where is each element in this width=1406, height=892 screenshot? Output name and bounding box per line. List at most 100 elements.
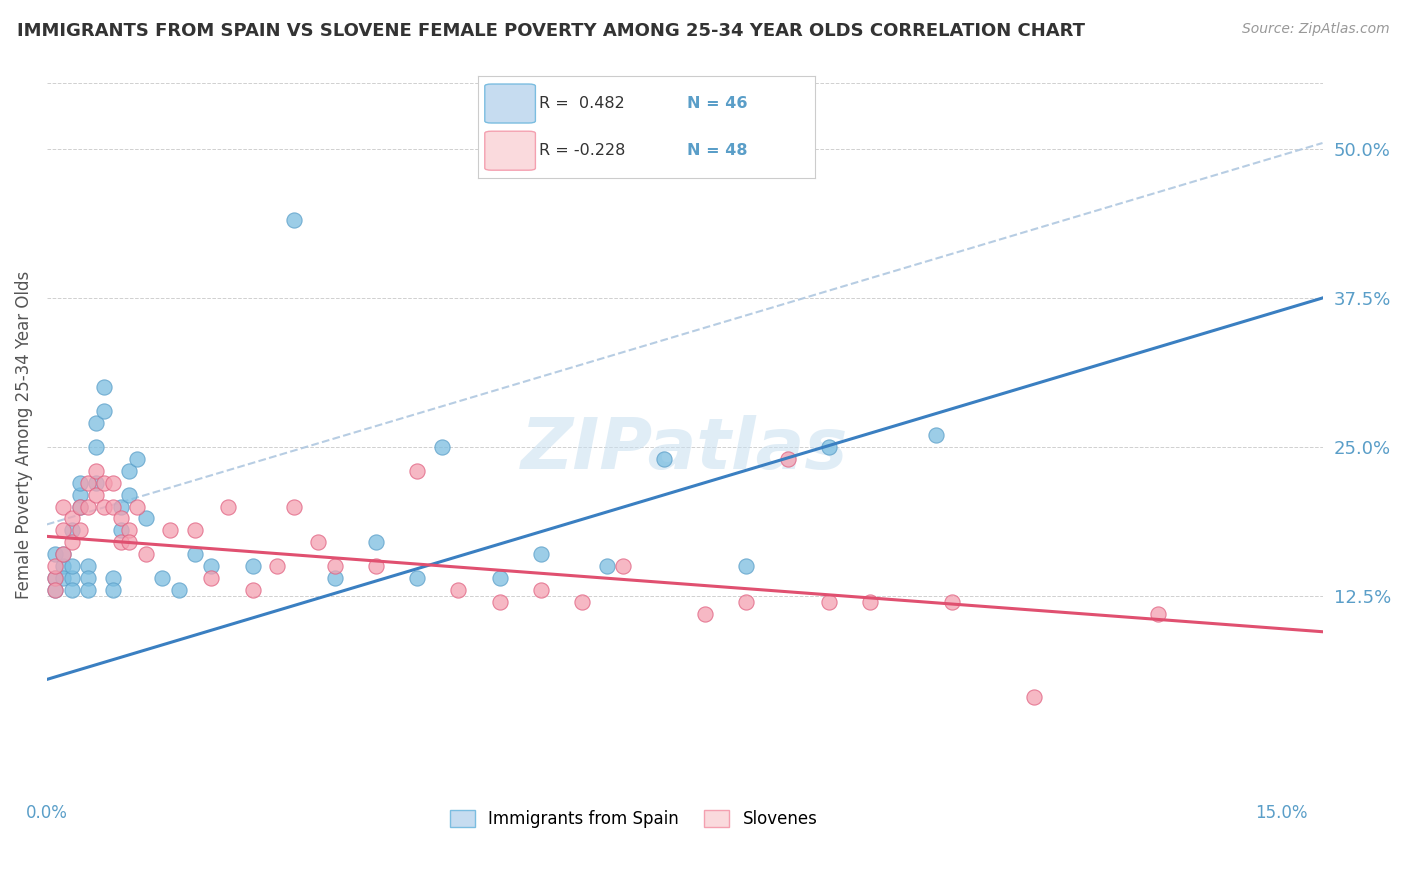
Point [44, 547, 66, 561]
Point [217, 500, 239, 514]
Point [323, 571, 346, 585]
Point [200, 559, 222, 574]
Point [77, 571, 100, 585]
Point [60, 559, 83, 574]
Point [242, 559, 264, 574]
Point [364, 559, 387, 574]
Point [52, 559, 75, 574]
Point [84, 464, 107, 478]
Point [488, 595, 510, 609]
Point [184, 547, 207, 561]
Point [595, 559, 617, 574]
Point [84, 475, 107, 490]
Point [406, 571, 429, 585]
Point [44, 582, 66, 597]
Point [159, 524, 181, 538]
Point [69, 500, 91, 514]
Text: R =  0.482: R = 0.482 [538, 96, 624, 111]
Point [52, 571, 75, 585]
Point [101, 475, 124, 490]
Point [283, 500, 305, 514]
Point [110, 511, 132, 525]
Point [776, 451, 799, 466]
FancyBboxPatch shape [485, 131, 536, 170]
Point [44, 571, 66, 585]
Text: N = 48: N = 48 [688, 144, 748, 158]
Point [430, 440, 453, 454]
Point [150, 571, 173, 585]
Point [488, 571, 510, 585]
Point [941, 595, 963, 609]
Point [69, 500, 91, 514]
Point [52, 547, 75, 561]
Point [266, 559, 288, 574]
Point [817, 440, 839, 454]
Point [612, 559, 634, 574]
Point [52, 500, 75, 514]
Point [571, 595, 593, 609]
Point [127, 451, 149, 466]
Point [817, 595, 839, 609]
Point [93, 404, 115, 418]
Point [1147, 607, 1170, 621]
Point [93, 380, 115, 394]
Text: Source: ZipAtlas.com: Source: ZipAtlas.com [1241, 22, 1389, 37]
Point [93, 500, 115, 514]
Point [1024, 690, 1046, 705]
Point [118, 488, 141, 502]
Point [242, 582, 264, 597]
Point [695, 607, 717, 621]
Point [77, 559, 100, 574]
Point [283, 213, 305, 227]
Point [735, 559, 758, 574]
Point [52, 524, 75, 538]
Point [200, 571, 222, 585]
Point [69, 524, 91, 538]
Point [859, 595, 882, 609]
Point [84, 416, 107, 430]
Point [323, 559, 346, 574]
Point [530, 582, 553, 597]
Point [364, 535, 387, 549]
Point [93, 475, 115, 490]
Point [69, 488, 91, 502]
Point [77, 582, 100, 597]
Point [77, 475, 100, 490]
Point [118, 524, 141, 538]
Point [406, 464, 429, 478]
Point [530, 547, 553, 561]
Point [44, 571, 66, 585]
Point [308, 535, 330, 549]
Text: ZIPatlas: ZIPatlas [522, 415, 848, 483]
Point [127, 500, 149, 514]
Point [60, 524, 83, 538]
Point [52, 547, 75, 561]
Point [44, 559, 66, 574]
Point [110, 535, 132, 549]
Point [84, 440, 107, 454]
Legend: Immigrants from Spain, Slovenes: Immigrants from Spain, Slovenes [443, 803, 824, 834]
Point [735, 595, 758, 609]
FancyBboxPatch shape [485, 84, 536, 123]
Point [101, 582, 124, 597]
Text: N = 46: N = 46 [688, 96, 748, 111]
Point [60, 535, 83, 549]
Point [184, 524, 207, 538]
Point [101, 500, 124, 514]
Y-axis label: Female Poverty Among 25-34 Year Olds: Female Poverty Among 25-34 Year Olds [15, 271, 32, 599]
Point [84, 488, 107, 502]
Point [447, 582, 470, 597]
Point [118, 464, 141, 478]
Point [110, 524, 132, 538]
Point [44, 582, 66, 597]
Point [110, 500, 132, 514]
Point [60, 511, 83, 525]
Point [60, 582, 83, 597]
Point [69, 475, 91, 490]
Point [925, 428, 948, 442]
Point [652, 451, 675, 466]
Point [101, 571, 124, 585]
Point [135, 511, 157, 525]
Point [167, 582, 190, 597]
Point [118, 535, 141, 549]
